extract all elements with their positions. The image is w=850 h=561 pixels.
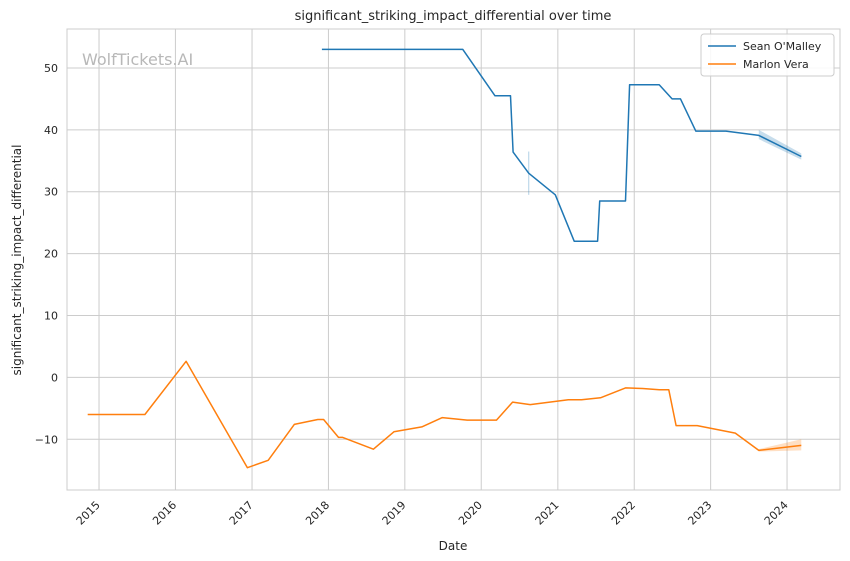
series-lines bbox=[87, 48, 802, 469]
legend-entry-label: Sean O'Malley bbox=[743, 40, 822, 53]
y-tick-label: 20 bbox=[44, 248, 58, 261]
series-line bbox=[87, 360, 802, 469]
y-tick-label: 30 bbox=[44, 186, 58, 199]
y-tick-labels: −10 0 10 20 30 40 50 bbox=[35, 62, 58, 446]
y-tick-label: 50 bbox=[44, 62, 58, 75]
chart-title: significant_striking_impact_differential… bbox=[295, 9, 612, 24]
series-line bbox=[321, 48, 802, 242]
legend-entry-label: Marlon Vera bbox=[743, 58, 809, 71]
legend-box bbox=[700, 33, 835, 77]
x-gridlines bbox=[98, 29, 788, 490]
watermark-text: WolfTickets.AI bbox=[82, 50, 193, 69]
confidence-band bbox=[758, 129, 802, 160]
y-tick-label: 40 bbox=[44, 124, 58, 137]
y-tick-label: 0 bbox=[51, 371, 58, 384]
plot-area-frame bbox=[66, 28, 841, 491]
x-axis-label: Date bbox=[439, 539, 468, 553]
y-tick-label: −10 bbox=[35, 433, 58, 446]
y-axis-label: significant_striking_impact_differential bbox=[10, 145, 24, 376]
y-tick-label: 10 bbox=[44, 310, 58, 323]
legend: Sean O'Malley Marlon Vera bbox=[700, 33, 835, 77]
